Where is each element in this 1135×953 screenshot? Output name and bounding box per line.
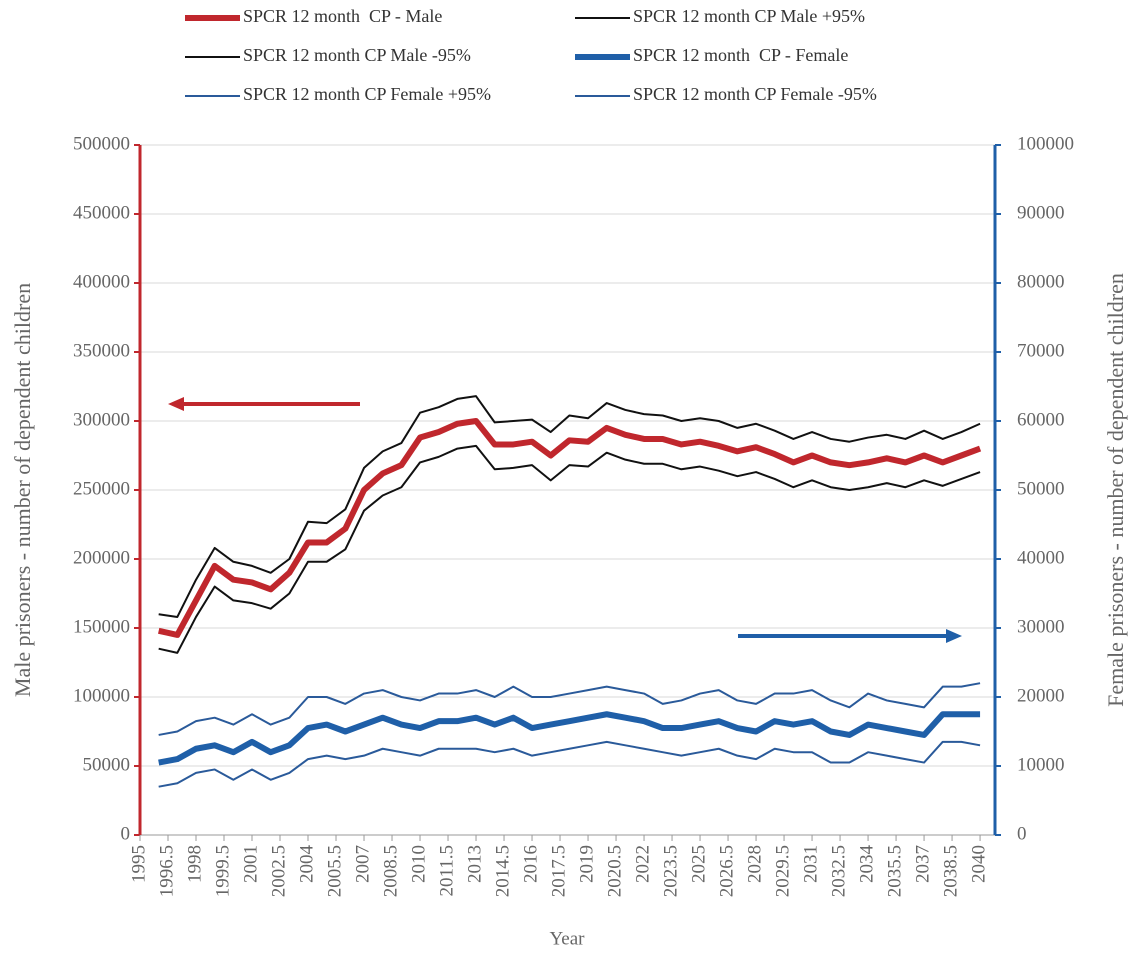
x-tick-label: 1999.5 [212,845,233,897]
legend-label: SPCR 12 month CP Male +95% [633,6,865,26]
x-tick-label: 1996.5 [156,845,177,897]
x-tick-label: 2008.5 [380,845,401,897]
y2-tick-label: 60000 [1017,409,1065,430]
x-tick-label: 2010 [408,845,429,883]
x-tick-label: 2002.5 [268,845,289,897]
y2-tick-label: 40000 [1017,547,1065,568]
legend-label: SPCR 12 month CP - Female [633,45,848,65]
y2-tick-label: 100000 [1017,133,1074,154]
y-tick-label: 50000 [83,754,131,775]
y-tick-label: 350000 [73,340,130,361]
x-tick-label: 2028 [744,845,765,883]
x-tick-label: 2019 [576,845,597,883]
x-tick-label: 2034 [856,845,877,884]
x-tick-label: 1998 [184,845,205,883]
legend-label: SPCR 12 month CP - Male [243,6,442,26]
legend-label: SPCR 12 month CP Male -95% [243,45,471,65]
x-tick-label: 2007 [352,845,373,883]
y2-tick-label: 80000 [1017,271,1065,292]
x-tick-label: 2035.5 [884,845,905,897]
y-tick-label: 300000 [73,409,130,430]
x-tick-label: 2022 [632,845,653,883]
x-tick-label: 2014.5 [492,845,513,897]
x-tick-label: 2032.5 [828,845,849,897]
x-tick-label: 2017.5 [548,845,569,897]
series-line [158,395,981,618]
x-tick-label: 1995 [128,845,149,883]
y-axis-title: Male prisoners - number of dependent chi… [10,283,35,697]
y2-tick-label: 30000 [1017,616,1065,637]
series-line [158,682,981,736]
y2-tick-label: 10000 [1017,754,1065,775]
y2-tick-label: 70000 [1017,340,1065,361]
x-tick-label: 2023.5 [660,845,681,897]
x-axis-title: Year [549,928,585,949]
x-tick-label: 2016 [520,845,541,883]
x-tick-label: 2040 [968,845,989,883]
series-line [158,444,981,654]
x-tick-label: 2005.5 [324,845,345,897]
y-tick-label: 150000 [73,616,130,637]
y-tick-label: 500000 [73,133,130,154]
y-tick-label: 0 [121,823,131,844]
series-line [158,418,982,638]
legend-label: SPCR 12 month CP Female +95% [243,84,491,104]
x-tick-label: 2038.5 [940,845,961,897]
x-tick-label: 2001 [240,845,261,883]
series-line [158,711,981,766]
y2-axis-title: Female prisoners - number of dependent c… [1103,273,1128,707]
x-tick-label: 2011.5 [436,845,457,897]
y-tick-label: 200000 [73,547,130,568]
y-tick-label: 450000 [73,202,130,223]
x-tick-label: 2020.5 [604,845,625,897]
arrow-left [168,397,360,411]
legend-label: SPCR 12 month CP Female -95% [633,84,877,104]
y2-tick-label: 90000 [1017,202,1065,223]
y-tick-label: 400000 [73,271,130,292]
y-tick-label: 100000 [73,685,130,706]
x-tick-label: 2037 [912,845,933,883]
x-tick-label: 2031 [800,845,821,883]
x-tick-label: 2029.5 [772,845,793,897]
y2-tick-label: 20000 [1017,685,1065,706]
series-line [158,740,981,788]
x-tick-label: 2013 [464,845,485,883]
x-tick-label: 2004 [296,845,317,884]
arrow-right [738,629,962,643]
x-tick-label: 2026.5 [716,845,737,897]
y-tick-label: 250000 [73,478,130,499]
x-tick-label: 2025 [688,845,709,883]
y2-tick-label: 0 [1017,823,1027,844]
y2-tick-label: 50000 [1017,478,1065,499]
